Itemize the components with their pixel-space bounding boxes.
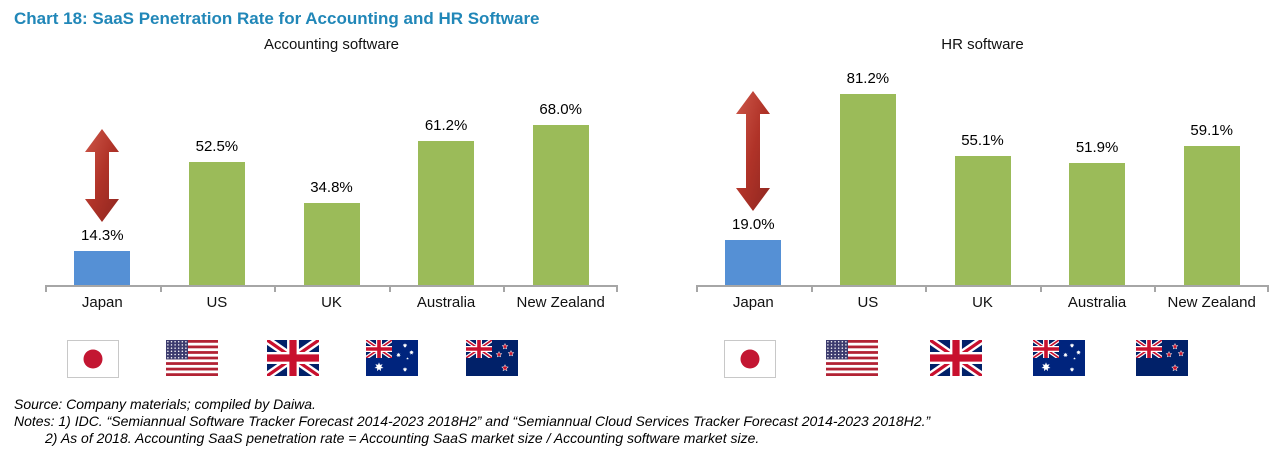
axis-tick (45, 287, 47, 292)
axis-tick (503, 287, 506, 292)
australia-flag-icon (366, 340, 418, 376)
japan-flag-icon (67, 340, 119, 378)
bar-us (188, 162, 245, 285)
value-label-japan: 14.3% (81, 227, 124, 244)
chart-panel-accounting: Accounting software 14.3% 52.5% 34.8% 61.2%… (45, 36, 618, 386)
new-zealand-flag-icon (466, 340, 518, 376)
value-label-uk: 34.8% (310, 179, 353, 196)
bar-us (839, 94, 896, 285)
bar-japan (725, 240, 782, 285)
chart-title-hr: HR software (941, 36, 1024, 53)
plot-area-accounting: 14.3% 52.5% 34.8% 61.2% 68.0% (45, 85, 618, 287)
us-flag-icon (166, 340, 218, 376)
double-arrow-icon (735, 90, 771, 217)
value-label-new-zealand: 59.1% (1190, 122, 1233, 139)
chart-title-accounting: Accounting software (263, 36, 400, 53)
axis-tick (1154, 287, 1157, 292)
double-arrow-icon (84, 128, 120, 228)
bar-japan (74, 251, 131, 285)
bar-australia (1069, 163, 1126, 285)
bar-new-zealand (532, 125, 589, 285)
axis-tick (274, 287, 277, 292)
australia-flag-icon (1033, 340, 1085, 376)
source-note: Source: Company materials; compiled by D… (14, 396, 316, 412)
axis-tick (1039, 287, 1042, 292)
axis-tick (616, 287, 618, 292)
value-label-japan: 19.0% (732, 216, 775, 233)
value-label-us: 81.2% (846, 70, 890, 87)
axis-tick (1267, 287, 1269, 292)
value-label-us: 52.5% (195, 138, 239, 155)
category-label-australia: Australia (416, 294, 476, 311)
bar-uk (954, 156, 1011, 285)
footnotes: Source: Company materials; compiled by D… (14, 396, 930, 447)
category-label-japan: Japan (732, 294, 774, 311)
axis-tick (696, 287, 698, 292)
note-line-1: Notes: 1) IDC. “Semiannual Software Trac… (14, 413, 931, 429)
category-label-us: US (206, 294, 228, 311)
chart-panel-hr: HR software 19.0% 81.2% 55.1% 51.9% 59.1% Ja… (696, 36, 1269, 386)
new-zealand-flag-icon (1136, 340, 1188, 376)
axis-tick (159, 287, 162, 292)
category-label-new-zealand: New Zealand (1167, 294, 1256, 311)
value-label-uk: 55.1% (961, 132, 1004, 149)
category-label-us: US (857, 294, 879, 311)
category-label-australia: Australia (1067, 294, 1127, 311)
axis-tick (388, 287, 391, 292)
note-line-2: 2) As of 2018. Accounting SaaS penetrati… (45, 430, 760, 446)
axis-tick (925, 287, 928, 292)
plot-area-hr: 19.0% 81.2% 55.1% 51.9% 59.1% (696, 70, 1269, 287)
bar-new-zealand (1183, 146, 1240, 285)
value-label-australia: 51.9% (1075, 139, 1119, 156)
category-label-japan: Japan (81, 294, 123, 311)
value-label-new-zealand: 68.0% (539, 101, 582, 118)
category-label-uk: UK (972, 294, 993, 311)
category-label-uk: UK (321, 294, 342, 311)
bar-australia (418, 141, 475, 285)
axis-tick (810, 287, 813, 292)
bar-uk (303, 203, 360, 285)
uk-flag-icon (264, 336, 322, 380)
japan-flag-icon (724, 340, 776, 378)
us-flag-icon (826, 340, 878, 376)
page-title: Chart 18: SaaS Penetration Rate for Acco… (14, 9, 540, 28)
uk-flag-icon (927, 336, 985, 380)
value-label-australia: 61.2% (424, 117, 468, 134)
category-label-new-zealand: New Zealand (516, 294, 605, 311)
